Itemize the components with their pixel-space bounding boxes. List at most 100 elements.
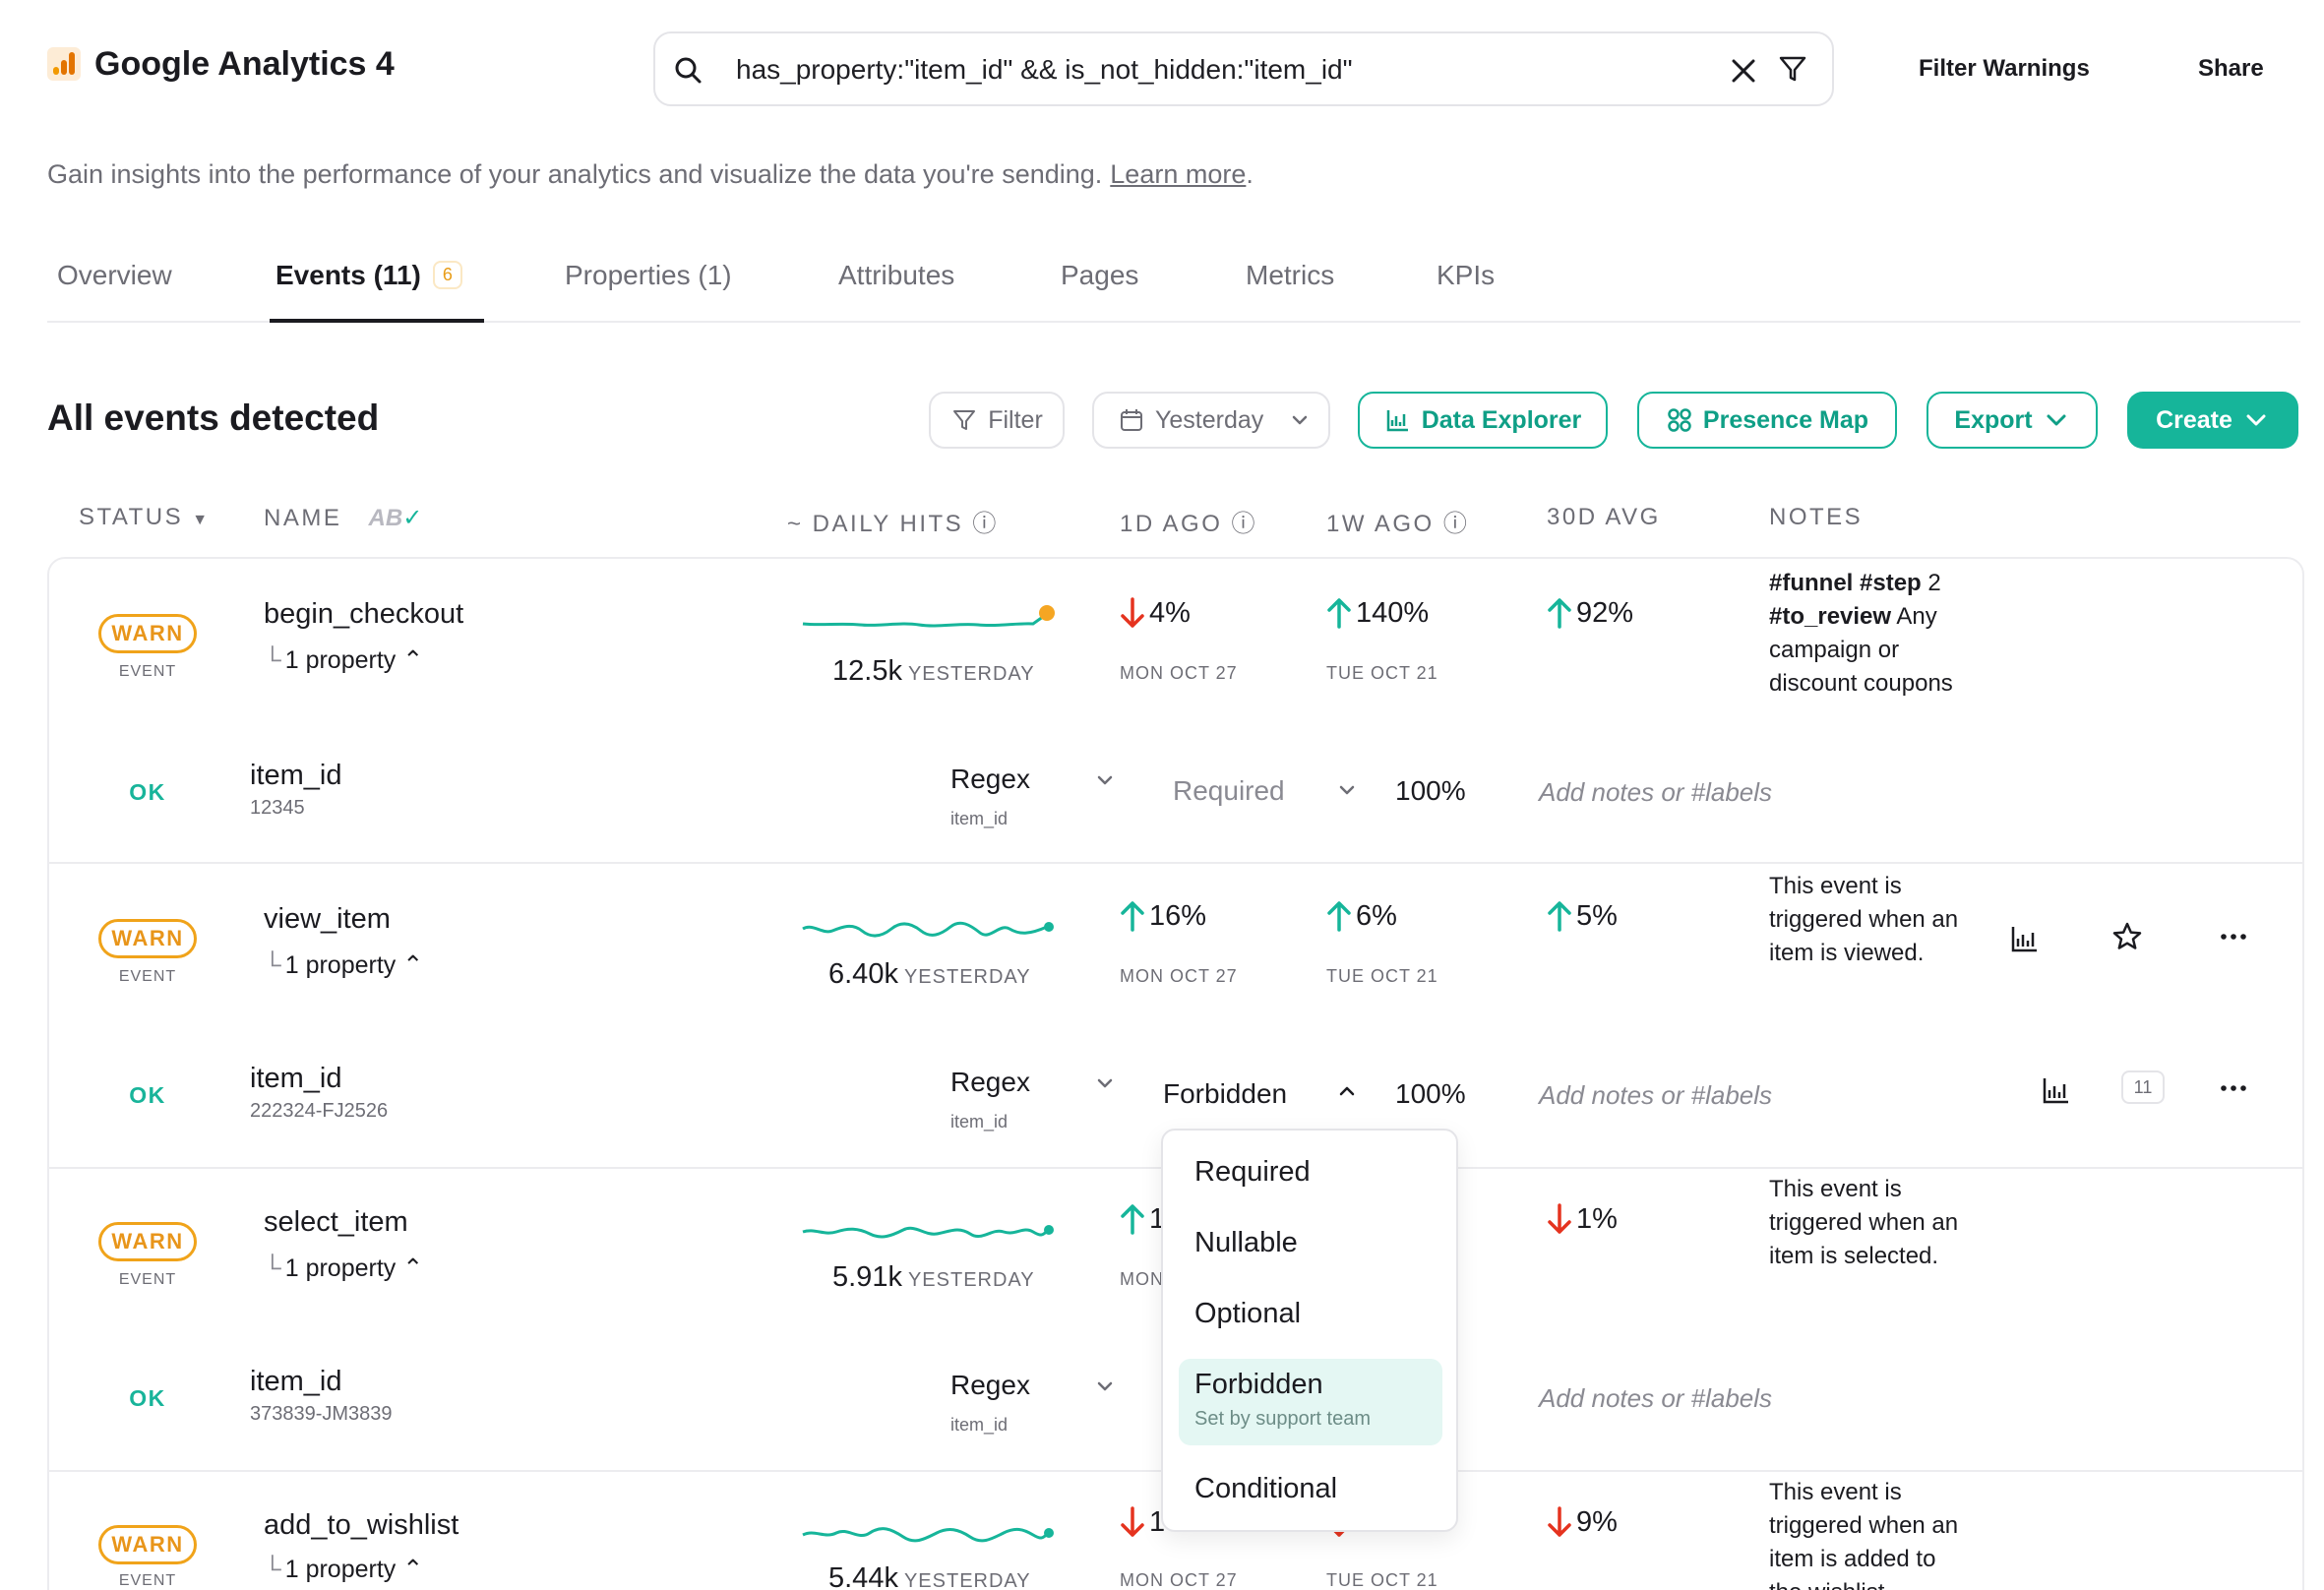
event-name[interactable]: begin_checkout — [264, 598, 464, 630]
learn-more-link[interactable]: Learn more — [1110, 159, 1247, 189]
chart-icon[interactable] — [2039, 1072, 2074, 1108]
rule-type[interactable]: Regex — [950, 764, 1030, 794]
property-toggle[interactable]: └ 1 property ⌃ — [264, 1555, 423, 1584]
arrow-up-icon — [1327, 901, 1351, 932]
column-name[interactable]: NAME AB✓ — [264, 504, 422, 532]
event-name[interactable]: view_item — [264, 903, 391, 935]
rule-sub: item_id — [950, 1415, 1009, 1435]
arrow-down-icon — [1121, 597, 1144, 628]
alpha-sort-icon[interactable]: AB✓ — [369, 505, 423, 531]
tab-metrics[interactable]: Metrics — [1246, 260, 1335, 290]
notes-input[interactable]: Add notes or #labels — [1539, 1080, 1773, 1110]
event-notes[interactable]: This event is triggered when an item is … — [1769, 873, 1959, 966]
rule-type[interactable]: Regex — [950, 1067, 1030, 1097]
property-name[interactable]: item_id — [250, 1063, 342, 1094]
daily-hits: 5.91k YESTERDAY — [832, 1261, 1035, 1294]
event-notes[interactable]: This event is triggered when an item is … — [1769, 1479, 1959, 1590]
option-label: Forbidden — [1194, 1369, 1323, 1400]
chevron-up-icon: ⌃ — [402, 1254, 424, 1282]
rule-type[interactable]: Regex — [950, 1370, 1030, 1400]
chevron-up-icon: ⌃ — [402, 1556, 424, 1583]
presence-dropdown: Required Nullable Optional Forbidden Set… — [1161, 1129, 1458, 1532]
property-count: 1 property — [284, 646, 397, 674]
column-1w-ago[interactable]: 1W AGO ⓘ — [1326, 504, 1467, 538]
column-daily-hits[interactable]: ~ DAILY HITS ⓘ — [787, 504, 996, 538]
status-ok: OK — [129, 1082, 166, 1108]
status-badge: WARN — [98, 1525, 197, 1564]
chevron-down-icon[interactable] — [1094, 769, 1116, 791]
tab-kpis[interactable]: KPIs — [1437, 260, 1496, 290]
create-button[interactable]: Create — [2127, 392, 2298, 449]
status-badge: WARN — [98, 919, 197, 958]
rule-sub: item_id — [950, 809, 1009, 828]
property-name[interactable]: item_id — [250, 760, 342, 791]
search-bar[interactable] — [653, 31, 1834, 106]
metric-30d-value: 92% — [1576, 596, 1634, 629]
more-options-icon[interactable] — [2216, 1070, 2251, 1106]
notes-input[interactable]: Add notes or #labels — [1539, 777, 1773, 807]
event-name[interactable]: add_to_wishlist — [264, 1509, 459, 1541]
tab-bar: Overview Events (11) 6 Properties (1) Att… — [47, 248, 2300, 323]
filter-warnings-link[interactable]: Filter Warnings — [1919, 55, 2090, 82]
property-name[interactable]: item_id — [250, 1366, 342, 1397]
filter-button[interactable]: Filter — [929, 392, 1065, 449]
option-sublabel: Set by support team — [1194, 1408, 1371, 1430]
column-1d-ago[interactable]: 1D AGO ⓘ — [1120, 504, 1255, 538]
column-30d-avg[interactable]: 30D AVG — [1547, 504, 1661, 530]
count-badge: 11 — [2121, 1070, 2165, 1104]
dropdown-option-nullable[interactable]: Nullable — [1194, 1227, 1298, 1258]
chevron-down-icon[interactable] — [1336, 779, 1358, 801]
clear-search-icon[interactable] — [1728, 55, 1759, 87]
export-label: Export — [1954, 405, 2033, 434]
chevron-down-icon[interactable] — [1094, 1376, 1116, 1397]
column-status[interactable]: STATUS ▼ — [79, 504, 208, 531]
star-icon[interactable] — [2110, 919, 2145, 954]
property-toggle[interactable]: └ 1 property ⌃ — [264, 645, 423, 675]
tab-overview[interactable]: Overview — [57, 260, 172, 290]
property-toggle[interactable]: └ 1 property ⌃ — [264, 950, 423, 980]
hits-value: 6.40k — [828, 958, 898, 990]
metric-1d-date: MON OCT 27 — [1120, 1570, 1238, 1590]
dropdown-option-conditional[interactable]: Conditional — [1194, 1473, 1338, 1504]
presence-map-button[interactable]: Presence Map — [1637, 392, 1897, 449]
arrow-down-icon — [1548, 1506, 1571, 1537]
column-status-label: STATUS — [79, 504, 184, 530]
chevron-down-icon[interactable] — [1094, 1072, 1116, 1094]
tab-properties[interactable]: Properties (1) — [565, 260, 732, 290]
note-text: Any campaign or discount coupons — [1769, 603, 1953, 697]
event-notes[interactable]: This event is triggered when an item is … — [1769, 1176, 1959, 1269]
tab-events[interactable]: Events (11) 6 — [275, 260, 462, 291]
hits-value: 12.5k — [832, 655, 902, 687]
filter-icon[interactable] — [1777, 53, 1808, 85]
section-title: All events detected — [47, 398, 380, 438]
metric-30d-value: 1% — [1576, 1202, 1618, 1235]
tree-branch-icon: └ — [264, 1556, 281, 1583]
chevron-down-icon — [1292, 415, 1308, 425]
arrow-up-icon — [1121, 901, 1144, 932]
property-toggle[interactable]: └ 1 property ⌃ — [264, 1254, 423, 1283]
notes-input[interactable]: Add notes or #labels — [1539, 1383, 1773, 1413]
dropdown-option-required[interactable]: Required — [1194, 1156, 1311, 1188]
chart-icon[interactable] — [2007, 921, 2043, 956]
event-name[interactable]: select_item — [264, 1206, 408, 1238]
export-button[interactable]: Export — [1926, 392, 2098, 449]
arrow-up-icon — [1121, 1204, 1144, 1235]
tab-attributes[interactable]: Attributes — [838, 260, 955, 290]
presence-select[interactable]: Required — [1173, 775, 1285, 806]
search-input[interactable] — [736, 49, 1720, 91]
date-select[interactable]: Yesterday — [1092, 392, 1330, 449]
more-options-icon[interactable] — [2216, 919, 2251, 954]
dropdown-option-forbidden[interactable]: Forbidden Set by support team — [1179, 1359, 1442, 1445]
column-daily-hits-label: ~ DAILY HITS — [787, 511, 964, 537]
tab-pages[interactable]: Pages — [1061, 260, 1139, 290]
event-notes[interactable]: #funnel #step 2 #to_review Any campaign … — [1769, 567, 1966, 701]
dropdown-option-optional[interactable]: Optional — [1194, 1298, 1302, 1329]
metric-1w: 140% — [1324, 596, 1429, 630]
chevron-up-icon[interactable] — [1336, 1080, 1358, 1102]
metric-1d: 16% — [1118, 899, 1206, 933]
metric-30d-value: 5% — [1576, 899, 1618, 932]
data-explorer-button[interactable]: Data Explorer — [1358, 392, 1608, 449]
share-button[interactable]: Share — [2198, 55, 2264, 82]
presence-select[interactable]: Forbidden — [1163, 1078, 1288, 1109]
daily-hits: 12.5k YESTERDAY — [832, 655, 1035, 688]
